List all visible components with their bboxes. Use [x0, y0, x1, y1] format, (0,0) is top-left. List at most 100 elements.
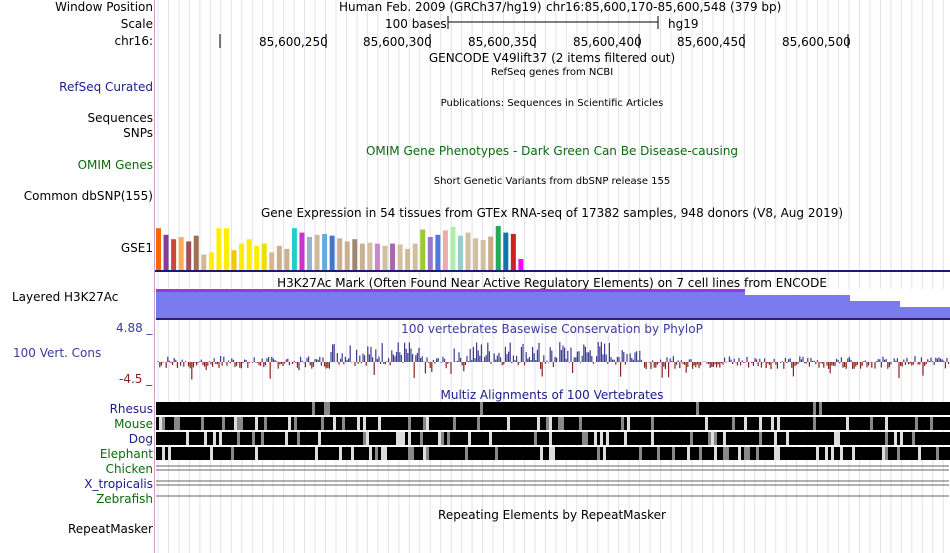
multiz-block [759, 432, 763, 445]
omim-track-label[interactable]: OMIM Genes [77, 158, 153, 172]
species-label-rhesus[interactable]: Rhesus [109, 402, 153, 416]
multiz-block [366, 447, 370, 460]
multiz-track-title[interactable]: Multiz Alignments of 100 Vertebrates [440, 388, 664, 402]
cons-bar [853, 362, 855, 369]
multiz-block [156, 417, 160, 430]
cons-bar [791, 362, 793, 368]
multiz-block [774, 417, 778, 430]
multiz-block [828, 432, 832, 445]
gencode-track-title[interactable]: GENCODE V49lift37 (2 items filtered out) [428, 51, 676, 65]
cons-bar [711, 362, 713, 367]
multiz-block [192, 417, 196, 430]
multiz-block [231, 447, 235, 460]
omim-track-title[interactable]: OMIM Gene Phenotypes - Dark Green Can Be… [365, 144, 739, 158]
species-label-dog[interactable]: Dog [128, 432, 153, 446]
multiz-block [447, 432, 451, 445]
multiz-block [795, 402, 799, 415]
dbsnp-track-label[interactable]: Common dbSNP(155) [23, 189, 153, 203]
cons-bar [170, 362, 172, 364]
h3k27ac-track-title[interactable]: H3K27Ac Mark (Often Found Near Active Re… [277, 276, 827, 290]
multiz-block [501, 447, 505, 460]
cons-track-title[interactable]: 100 vertebrates Basewise Conservation by… [401, 322, 703, 336]
gtex-gene-label[interactable]: GSE1 [120, 241, 153, 255]
multiz-block [558, 402, 562, 415]
multiz-block [189, 417, 193, 430]
multiz-block [792, 402, 796, 415]
cons-bar [685, 362, 687, 373]
multiz-block [285, 402, 289, 415]
multiz-block [537, 402, 541, 415]
multiz-block [615, 432, 619, 445]
cons-bar [861, 362, 863, 366]
multiz-block [537, 417, 541, 430]
multiz-block [438, 402, 442, 415]
multiz-block [633, 447, 637, 460]
publications-track-title[interactable]: Publications: Sequences in Scientific Ar… [440, 98, 664, 109]
dbsnp-track-title[interactable]: Short Genetic Variants from dbSNP releas… [433, 176, 671, 187]
cons-bar [621, 350, 623, 362]
multiz-block [612, 447, 616, 460]
multiz-block [444, 417, 448, 430]
multiz-block [657, 447, 661, 460]
species-label-chicken[interactable]: Chicken [105, 462, 153, 476]
multiz-block [597, 432, 601, 445]
multiz-block [192, 447, 196, 460]
cons-track-label[interactable]: 100 Vert. Cons [13, 346, 102, 360]
multiz-block [588, 432, 592, 445]
multiz-block [534, 447, 538, 460]
multiz-block [678, 447, 682, 460]
multiz-block [687, 447, 691, 460]
cons-bar [410, 348, 412, 362]
cons-bar [671, 361, 673, 362]
sequences-track-label[interactable]: Sequences [87, 111, 153, 125]
gtex-tissue-bar [314, 234, 320, 270]
species-label-x-tropicalis[interactable]: X_tropicalis [84, 477, 153, 491]
multiz-block [687, 417, 691, 430]
multiz-block [864, 432, 868, 445]
species-label-mouse[interactable]: Mouse [114, 417, 153, 431]
multiz-block [684, 417, 688, 430]
multiz-block [792, 447, 796, 460]
snps-track-label[interactable]: SNPs [123, 126, 153, 140]
multiz-block [840, 402, 844, 415]
multiz-block [312, 417, 316, 430]
repeatmasker-track-title[interactable]: Repeating Elements by RepeatMasker [438, 508, 666, 522]
cons-bar [428, 362, 430, 363]
cons-bar [780, 362, 782, 363]
multiz-block [867, 417, 871, 430]
refseq-track-title[interactable]: RefSeq genes from NCBI [490, 67, 614, 78]
multiz-block [714, 432, 718, 445]
cons-bar [802, 356, 804, 362]
multiz-block [312, 432, 316, 445]
cons-bar [504, 346, 506, 362]
position-text[interactable]: chr16:85,600,170-85,600,548 (379 bp) [546, 0, 782, 14]
species-label-zebrafish[interactable]: Zebrafish [96, 492, 153, 506]
multiz-block [945, 402, 949, 415]
repeatmasker-track-label[interactable]: RepeatMasker [67, 522, 153, 536]
multiz-block [324, 417, 328, 430]
cons-bar [938, 357, 940, 362]
multiz-block [264, 402, 268, 415]
multiz-block [786, 447, 790, 460]
multiz-block [333, 417, 337, 430]
multiz-block [783, 402, 787, 415]
multiz-block [735, 432, 739, 445]
gtex-tissue-bar [390, 243, 396, 270]
multiz-block [666, 417, 670, 430]
multiz-block [546, 432, 550, 445]
multiz-block [645, 432, 649, 445]
multiz-block [639, 402, 643, 415]
cons-bar [533, 353, 535, 362]
gtex-track-title[interactable]: Gene Expression in 54 tissues from GTEx … [260, 206, 844, 220]
multiz-block [888, 417, 892, 430]
cons-bar [836, 358, 838, 362]
multiz-block [612, 402, 616, 415]
multiz-block [384, 447, 388, 460]
multiz-block [786, 417, 790, 430]
species-label-elephant[interactable]: Elephant [99, 447, 153, 461]
h3k27ac-track-label[interactable]: Layered H3K27Ac [12, 290, 119, 304]
multiz-block [750, 417, 754, 430]
multiz-block [435, 432, 439, 445]
multiz-block [465, 447, 469, 460]
refseq-track-label[interactable]: RefSeq Curated [59, 80, 153, 94]
